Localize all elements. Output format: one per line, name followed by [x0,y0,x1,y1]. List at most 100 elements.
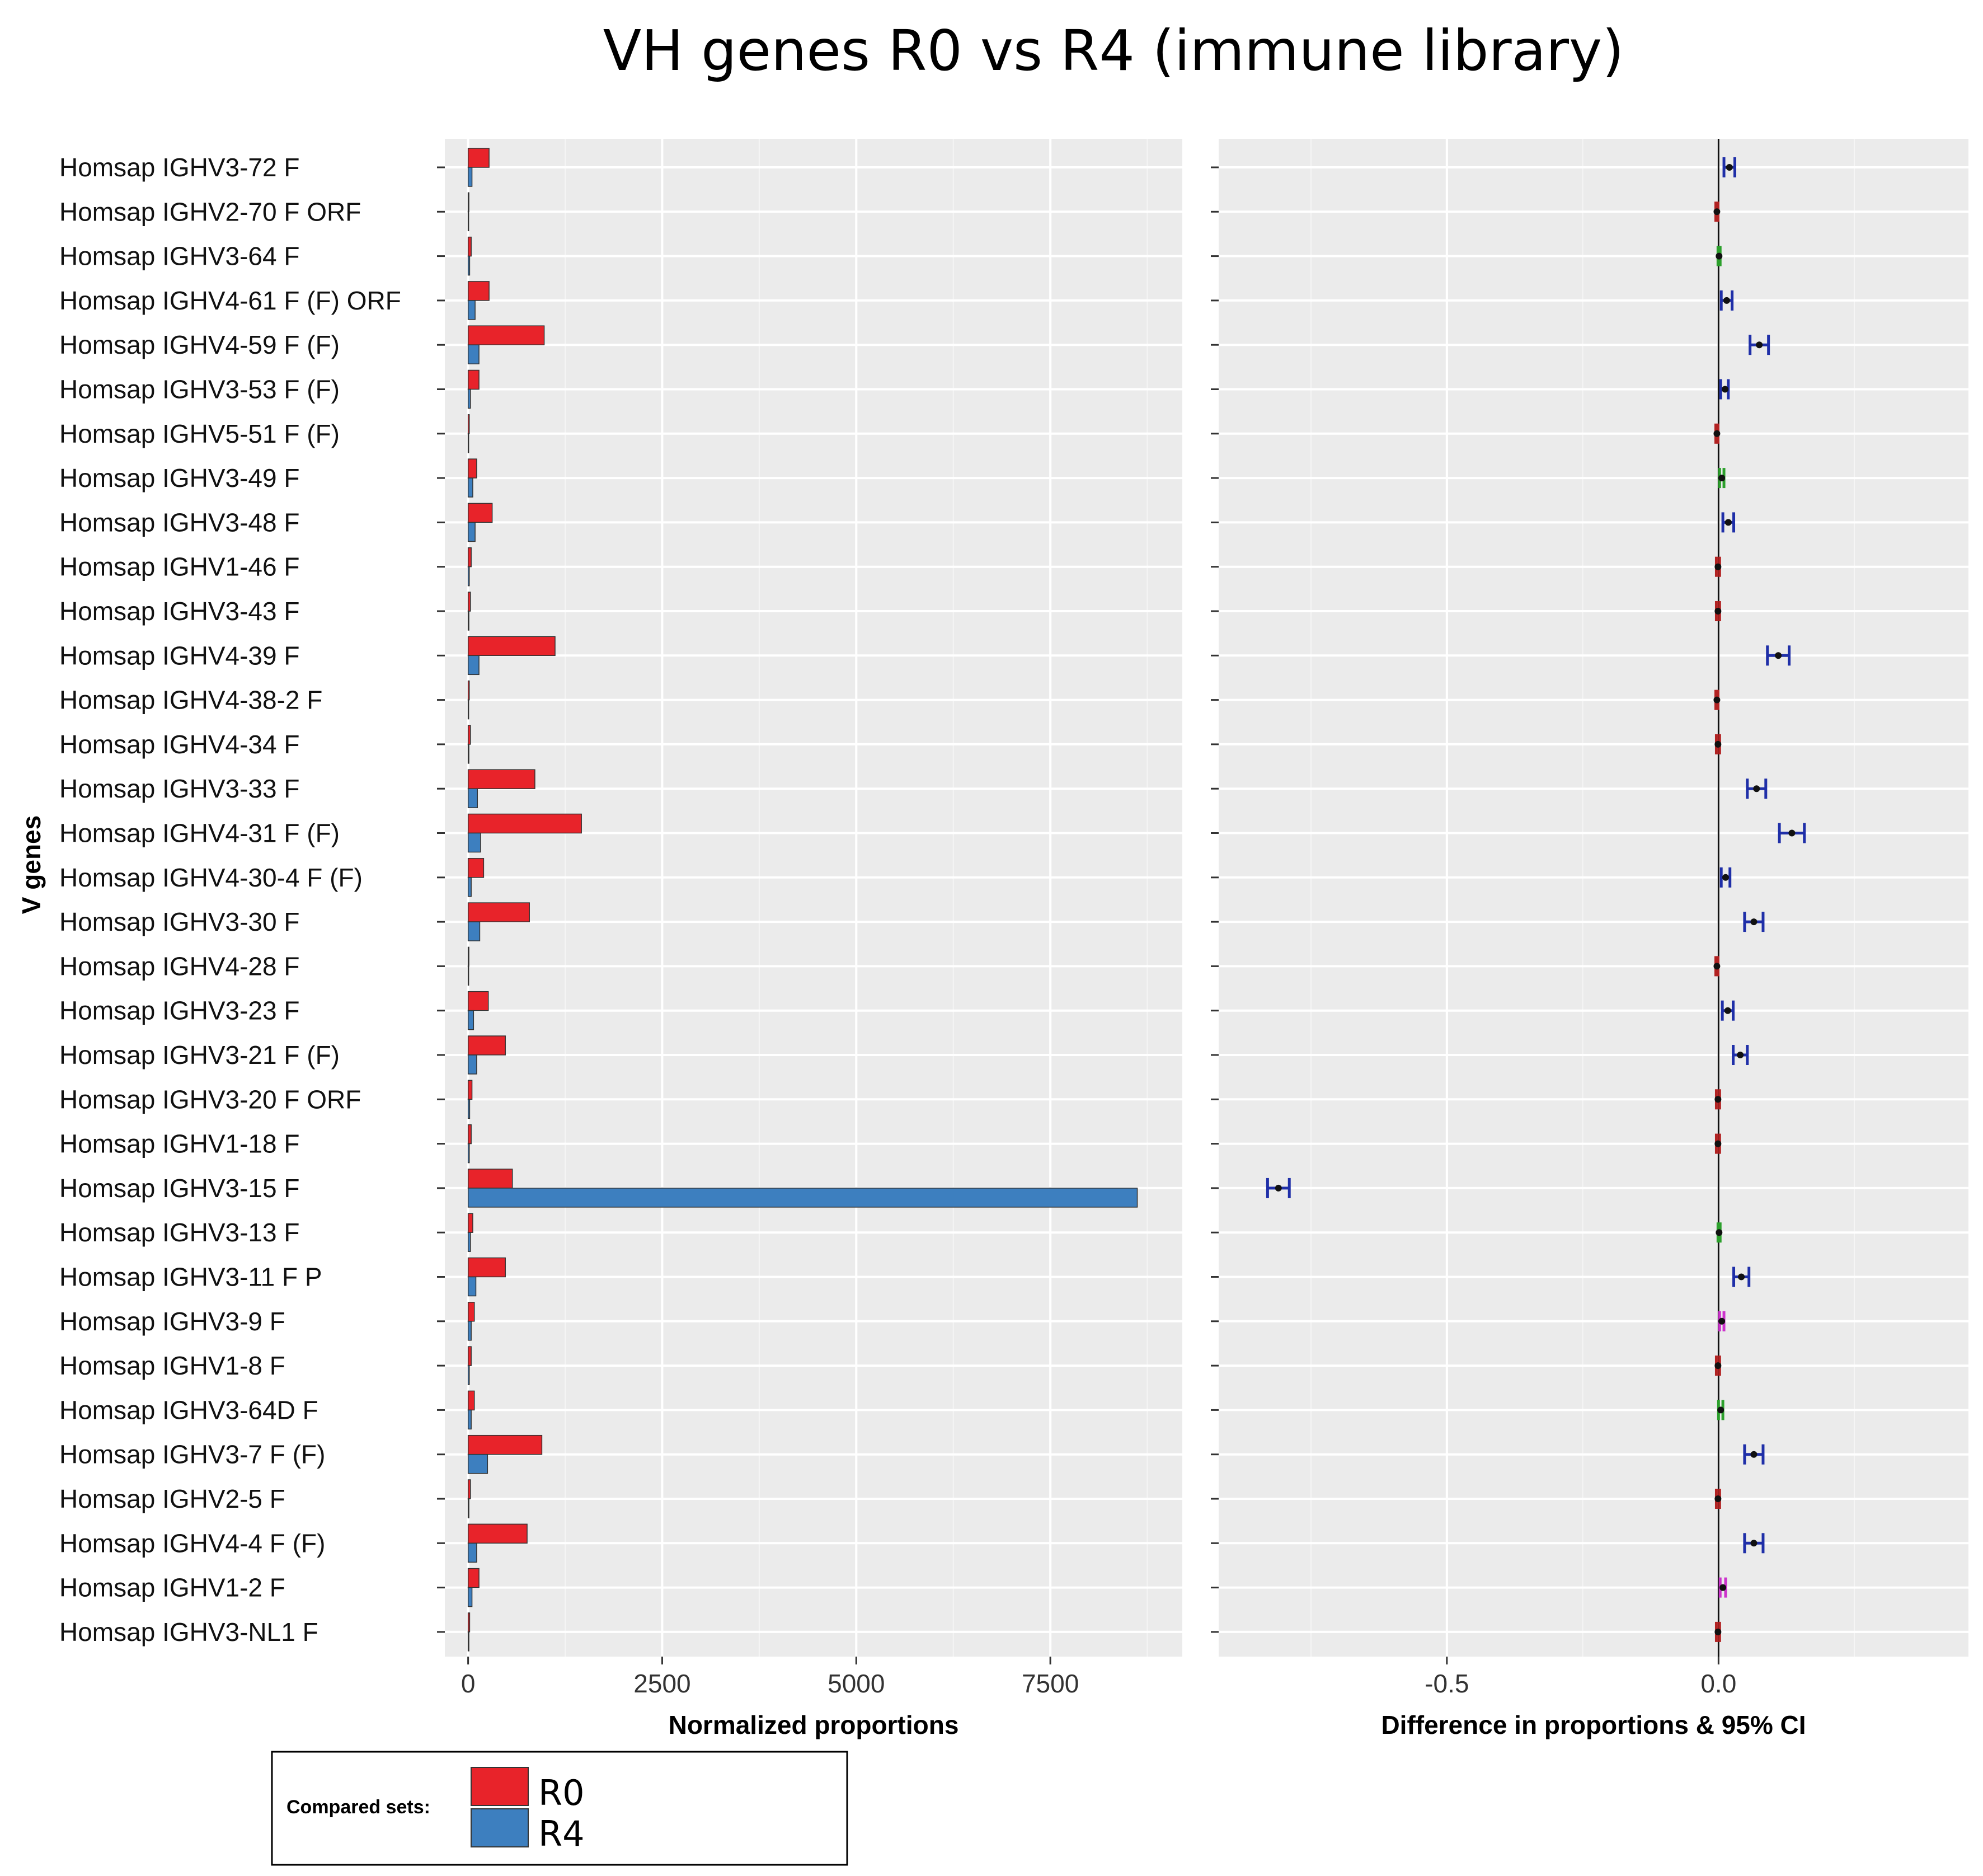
bar-r4-homsap-ighv3-7-f-f [467,1453,488,1474]
right-x-tick-label: -0.5 [1425,1669,1469,1698]
bar-r4-homsap-ighv4-59-f-f [467,344,480,364]
bar-r4-homsap-ighv3-13-f [467,1232,471,1252]
ci-point-homsap-ighv3-53-f-f [1719,379,1730,400]
y-axis-title: V genes [17,815,46,914]
ci-estimate-dot [1775,652,1782,659]
bar-r0-homsap-ighv3-33-f [467,769,535,789]
bar-r4-homsap-ighv3-49-f [467,477,473,498]
ci-estimate-dot [1750,918,1758,926]
y-tick-label-homsap-ighv3-48-f: Homsap IGHV3-48 F [59,508,299,537]
ci-point-homsap-ighv3-64-f [1716,246,1723,266]
ci-point-homsap-ighv4-38-2-f [1713,690,1721,710]
ci-estimate-dot [1714,1628,1722,1635]
bar-r4-homsap-ighv4-61-f-f-orf [467,300,476,320]
bar-r0-homsap-ighv4-34-f [467,725,471,745]
bar-r4-homsap-ighv3-43-f [467,611,469,631]
bar-r4-homsap-ighv1-18-f [467,1143,470,1164]
bar-r4-homsap-ighv3-53-f-f [467,388,471,409]
ci-point-homsap-ighv3-13-f [1716,1222,1723,1243]
bar-r0-homsap-ighv1-2-f [467,1568,480,1588]
ci-estimate-dot [1721,386,1728,393]
bar-r0-homsap-ighv3-53-f-f [467,369,480,390]
y-tick-label-homsap-ighv3-43-f: Homsap IGHV3-43 F [59,597,299,626]
ci-point-homsap-ighv3-72-f [1722,157,1736,177]
ci-point-homsap-ighv4-30-4-f-f [1719,867,1732,888]
ci-estimate-dot [1723,297,1730,304]
bar-r0-homsap-ighv4-30-4-f-f [467,858,485,878]
bar-r0-homsap-ighv4-59-f-f [467,325,545,345]
ci-estimate-dot [1750,1451,1758,1458]
bar-r0-homsap-ighv2-70-f-orf [467,192,469,213]
bar-r0-homsap-ighv2-5-f [467,1479,471,1499]
ci-estimate-dot [1713,963,1721,970]
bar-r0-homsap-ighv3-13-f [467,1213,473,1233]
ci-estimate-dot [1724,1007,1731,1014]
right-panel-background [1219,139,1968,1657]
bar-r0-homsap-ighv3-21-f-f [467,1035,506,1056]
ci-estimate-dot [1713,696,1721,704]
ci-point-homsap-ighv4-39-f [1766,645,1791,666]
ci-estimate-dot [1716,252,1723,260]
bar-r4-homsap-ighv4-34-f [467,744,469,764]
bar-r4-homsap-ighv3-15-f [467,1188,1138,1208]
right-x-tick-label: 0.0 [1700,1669,1736,1698]
bar-r4-homsap-ighv3-72-f [467,167,473,187]
ci-estimate-dot [1714,563,1722,570]
ci-estimate-dot [1713,208,1721,215]
bar-r4-homsap-ighv3-11-f-p [467,1276,477,1297]
legend-label-r4: R4 [538,1813,585,1854]
y-tick-label-homsap-ighv3-15-f: Homsap IGHV3-15 F [59,1174,299,1203]
y-tick-label-homsap-ighv3-53-f-f: Homsap IGHV3-53 F (F) [59,375,340,404]
y-tick-label-homsap-ighv4-38-2-f: Homsap IGHV4-38-2 F [59,686,322,715]
ci-point-homsap-ighv3-64d-f [1717,1400,1724,1420]
ci-point-homsap-ighv1-46-f [1714,556,1722,577]
left-x-tick-label: 7500 [1022,1669,1079,1698]
bar-r0-homsap-ighv3-49-f [467,458,477,479]
bar-r0-homsap-ighv3-23-f [467,991,489,1011]
left-x-tick-label: 2500 [633,1669,690,1698]
bar-r4-homsap-ighv3-48-f [467,522,476,542]
bar-r0-homsap-ighv4-38-2-f [467,680,470,701]
bar-r4-homsap-ighv4-30-4-f-f [467,877,472,897]
bar-r4-homsap-ighv4-38-2-f [467,699,469,720]
ci-point-homsap-ighv1-18-f [1714,1133,1722,1154]
y-tick-label-homsap-ighv1-18-f: Homsap IGHV1-18 F [59,1129,299,1159]
ci-point-homsap-ighv4-28-f [1713,956,1721,977]
bar-r0-homsap-ighv3-72-f [467,148,490,168]
ci-point-homsap-ighv2-70-f-orf [1713,201,1721,222]
y-tick-label-homsap-ighv3-33-f: Homsap IGHV3-33 F [59,774,299,803]
bar-r0-homsap-ighv3-43-f [467,592,471,612]
bar-r4-homsap-ighv4-4-f-f [467,1542,477,1563]
left-panel-background [445,139,1182,1657]
y-tick-label-homsap-ighv3-64d-f: Homsap IGHV3-64D F [59,1395,318,1424]
ci-point-homsap-ighv3-23-f [1721,1000,1735,1021]
bar-r0-homsap-ighv1-46-f [467,547,472,568]
y-tick-label-homsap-ighv5-51-f-f: Homsap IGHV5-51 F (F) [59,419,340,448]
legend-box [271,1751,848,1866]
y-tick-label-homsap-ighv1-8-f: Homsap IGHV1-8 F [59,1351,285,1380]
y-tick-label-homsap-ighv3-7-f-f: Homsap IGHV3-7 F (F) [59,1440,325,1469]
bar-r0-homsap-ighv3-nl1-f [467,1612,471,1633]
right-x-axis-title: Difference in proportions & 95% CI [1381,1710,1806,1739]
ci-point-homsap-ighv3-33-f [1746,778,1768,799]
ci-estimate-dot [1726,164,1733,171]
y-tick-label-homsap-ighv4-4-f-f: Homsap IGHV4-4 F (F) [59,1528,325,1558]
y-tick-label-homsap-ighv4-28-f: Homsap IGHV4-28 F [59,951,299,981]
ci-estimate-dot [1738,1273,1745,1281]
y-tick-label-homsap-ighv4-31-f-f: Homsap IGHV4-31 F (F) [59,819,340,848]
y-tick-label-homsap-ighv4-59-f-f: Homsap IGHV4-59 F (F) [59,330,340,359]
bar-r4-homsap-ighv3-20-f-orf [467,1099,471,1119]
legend-swatch-r4 [471,1808,529,1847]
bar-r4-homsap-ighv3-64-f [467,255,471,276]
y-tick-label-homsap-ighv3-nl1-f: Homsap IGHV3-NL1 F [59,1617,318,1647]
bar-r4-homsap-ighv3-64d-f [467,1409,472,1430]
legend-label-r0: R0 [538,1772,585,1813]
legend-swatch-r0 [471,1767,529,1806]
ci-point-homsap-ighv2-5-f [1714,1489,1722,1509]
ci-estimate-dot [1714,740,1722,748]
left-x-axis-title: Normalized proportions [669,1710,959,1739]
ci-estimate-dot [1713,430,1721,437]
ci-estimate-dot [1724,519,1732,526]
ci-point-homsap-ighv3-9-f [1718,1311,1726,1331]
